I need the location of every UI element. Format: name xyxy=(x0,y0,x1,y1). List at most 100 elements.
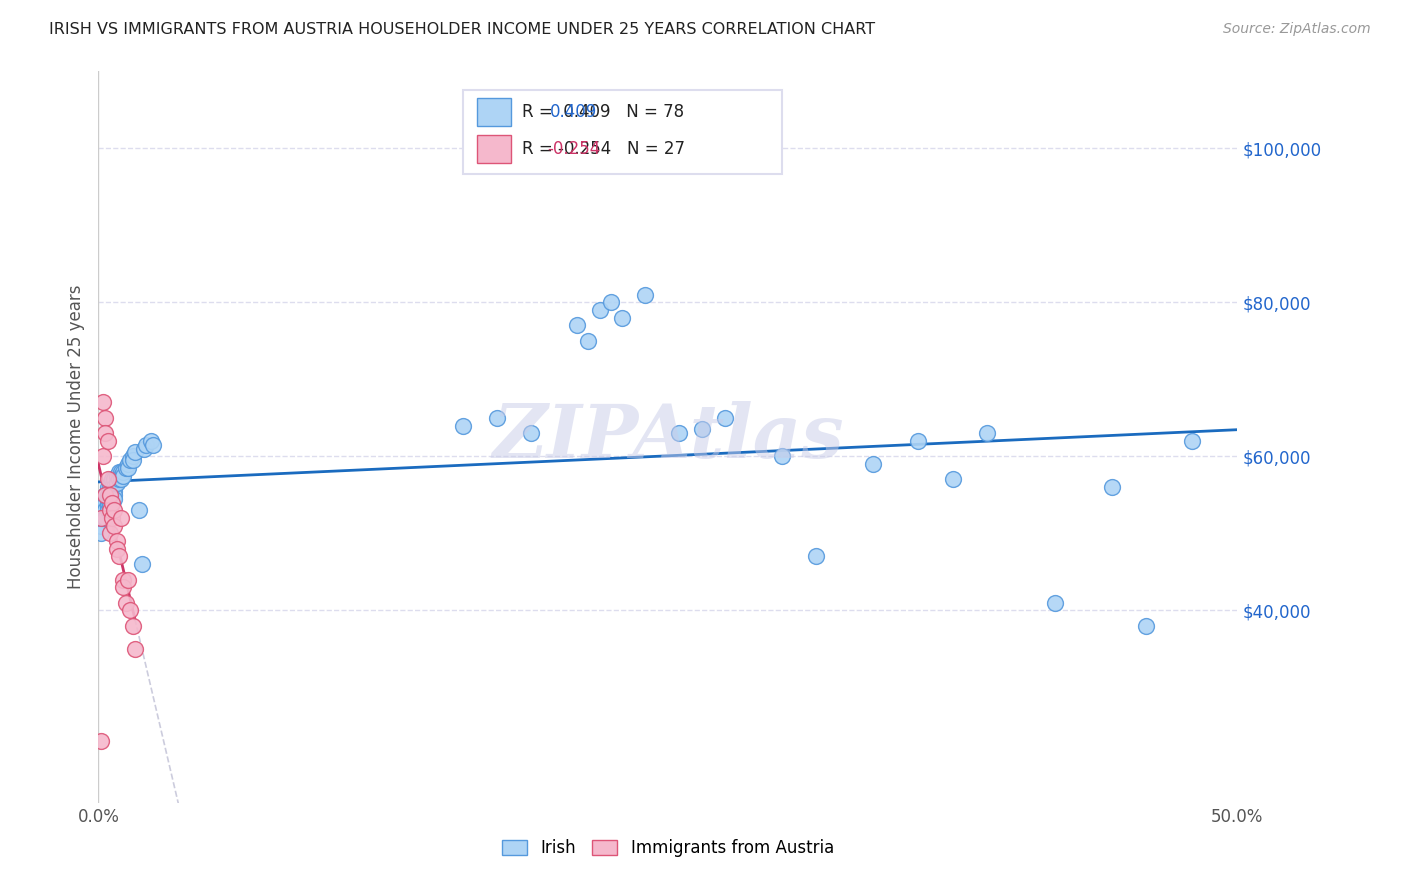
Point xyxy=(124,641,146,656)
Point xyxy=(103,472,125,486)
Point xyxy=(142,438,165,452)
Point xyxy=(135,438,157,452)
FancyBboxPatch shape xyxy=(463,90,782,174)
Point xyxy=(124,445,146,459)
Point xyxy=(91,450,114,464)
Point xyxy=(94,503,117,517)
FancyBboxPatch shape xyxy=(477,98,510,126)
Point xyxy=(90,511,112,525)
Point xyxy=(98,488,121,502)
Point xyxy=(94,488,117,502)
Point xyxy=(98,495,121,509)
Point xyxy=(90,511,112,525)
Point xyxy=(90,734,112,748)
Point xyxy=(588,303,610,318)
Point xyxy=(91,507,114,521)
Point xyxy=(91,511,114,525)
Point xyxy=(101,495,124,509)
Point xyxy=(98,480,121,494)
Point xyxy=(520,426,543,441)
Point xyxy=(105,476,128,491)
Point xyxy=(94,495,117,509)
Point xyxy=(121,618,143,632)
Point xyxy=(110,468,132,483)
Point xyxy=(94,426,117,441)
Point xyxy=(98,491,121,506)
Point xyxy=(103,518,125,533)
Point xyxy=(105,541,128,556)
Point xyxy=(96,503,118,517)
Point xyxy=(668,426,690,441)
Point xyxy=(103,483,125,498)
Point xyxy=(96,472,118,486)
Point xyxy=(101,511,124,525)
Point xyxy=(714,410,737,425)
Text: 0.409: 0.409 xyxy=(550,103,596,121)
Point xyxy=(486,410,509,425)
Point xyxy=(110,472,132,486)
Point xyxy=(1135,618,1157,632)
Point xyxy=(942,472,965,486)
Point xyxy=(103,480,125,494)
Text: R =  0.409   N = 78: R = 0.409 N = 78 xyxy=(522,103,685,121)
Point xyxy=(101,488,124,502)
Point xyxy=(91,500,114,514)
Point xyxy=(108,465,131,479)
Point xyxy=(120,453,142,467)
Point xyxy=(112,468,135,483)
Point xyxy=(96,434,118,448)
Point xyxy=(690,422,713,436)
Point xyxy=(117,457,139,471)
Point xyxy=(117,573,139,587)
Point xyxy=(98,503,121,517)
Point xyxy=(112,573,135,587)
Text: IRISH VS IMMIGRANTS FROM AUSTRIA HOUSEHOLDER INCOME UNDER 25 YEARS CORRELATION C: IRISH VS IMMIGRANTS FROM AUSTRIA HOUSEHO… xyxy=(49,22,876,37)
Point xyxy=(108,472,131,486)
Point xyxy=(121,453,143,467)
Point xyxy=(96,500,118,514)
Point xyxy=(105,468,128,483)
Point xyxy=(128,503,150,517)
Point xyxy=(98,500,121,514)
Point xyxy=(98,488,121,502)
Point xyxy=(108,549,131,564)
Point xyxy=(112,465,135,479)
Point xyxy=(120,603,142,617)
Point xyxy=(94,511,117,525)
Point xyxy=(131,557,153,571)
Point xyxy=(907,434,929,448)
Point xyxy=(91,503,114,517)
Text: R = -0.254   N = 27: R = -0.254 N = 27 xyxy=(522,140,685,158)
Y-axis label: Householder Income Under 25 years: Householder Income Under 25 years xyxy=(67,285,86,590)
Point xyxy=(101,495,124,509)
Point xyxy=(117,461,139,475)
Point xyxy=(98,526,121,541)
Point xyxy=(105,534,128,549)
Point xyxy=(1101,480,1123,494)
Point xyxy=(98,483,121,498)
Point xyxy=(770,450,793,464)
Point xyxy=(565,318,588,333)
Point xyxy=(612,310,634,325)
Point xyxy=(114,461,136,475)
Point xyxy=(121,450,143,464)
Text: ZIPAtlas: ZIPAtlas xyxy=(492,401,844,474)
Point xyxy=(451,418,474,433)
Point xyxy=(96,495,118,509)
Legend: Irish, Immigrants from Austria: Irish, Immigrants from Austria xyxy=(495,832,841,864)
Point xyxy=(110,465,132,479)
FancyBboxPatch shape xyxy=(477,135,510,163)
Point xyxy=(576,334,599,348)
Point xyxy=(112,580,135,594)
Point xyxy=(91,395,114,409)
Point xyxy=(103,488,125,502)
Point xyxy=(94,410,117,425)
Point xyxy=(976,426,998,441)
Point xyxy=(96,491,118,506)
Point xyxy=(90,503,112,517)
Point xyxy=(101,480,124,494)
Text: -0.254: -0.254 xyxy=(547,140,600,158)
Point xyxy=(634,287,657,301)
Point xyxy=(101,472,124,486)
Point xyxy=(96,488,118,502)
